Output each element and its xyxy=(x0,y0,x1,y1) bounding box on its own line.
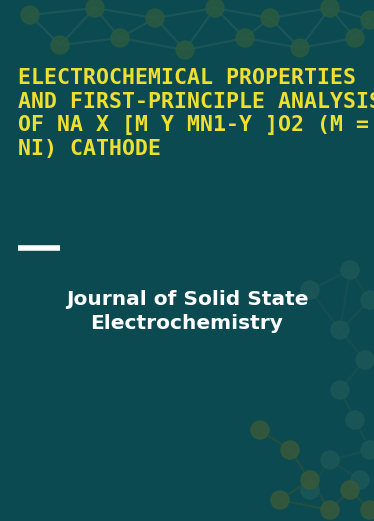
Text: Journal of Solid State
Electrochemistry: Journal of Solid State Electrochemistry xyxy=(66,290,308,333)
Circle shape xyxy=(111,29,129,47)
Circle shape xyxy=(356,351,374,369)
Circle shape xyxy=(341,481,359,499)
Circle shape xyxy=(331,321,349,339)
Circle shape xyxy=(301,281,319,299)
Circle shape xyxy=(271,491,289,509)
Circle shape xyxy=(236,29,254,47)
Circle shape xyxy=(346,29,364,47)
Circle shape xyxy=(146,9,164,27)
Circle shape xyxy=(331,381,349,399)
Circle shape xyxy=(361,291,374,309)
Circle shape xyxy=(361,441,374,459)
Circle shape xyxy=(341,261,359,279)
Circle shape xyxy=(321,451,339,469)
Circle shape xyxy=(206,0,224,17)
Circle shape xyxy=(321,501,339,519)
Circle shape xyxy=(291,39,309,57)
Circle shape xyxy=(51,36,69,54)
Circle shape xyxy=(361,11,374,29)
Circle shape xyxy=(346,411,364,429)
Circle shape xyxy=(351,471,369,489)
Circle shape xyxy=(281,441,299,459)
Text: ELECTROCHEMICAL PROPERTIES
AND FIRST-PRINCIPLE ANALYSIS
OF NA X [M Y MN1-Y ]O2 (: ELECTROCHEMICAL PROPERTIES AND FIRST-PRI… xyxy=(18,68,374,158)
Circle shape xyxy=(21,6,39,24)
Circle shape xyxy=(261,9,279,27)
Circle shape xyxy=(86,0,104,17)
Circle shape xyxy=(251,421,269,439)
Circle shape xyxy=(321,0,339,17)
Circle shape xyxy=(301,471,319,489)
Circle shape xyxy=(301,481,319,499)
Circle shape xyxy=(176,41,194,59)
Circle shape xyxy=(361,501,374,519)
